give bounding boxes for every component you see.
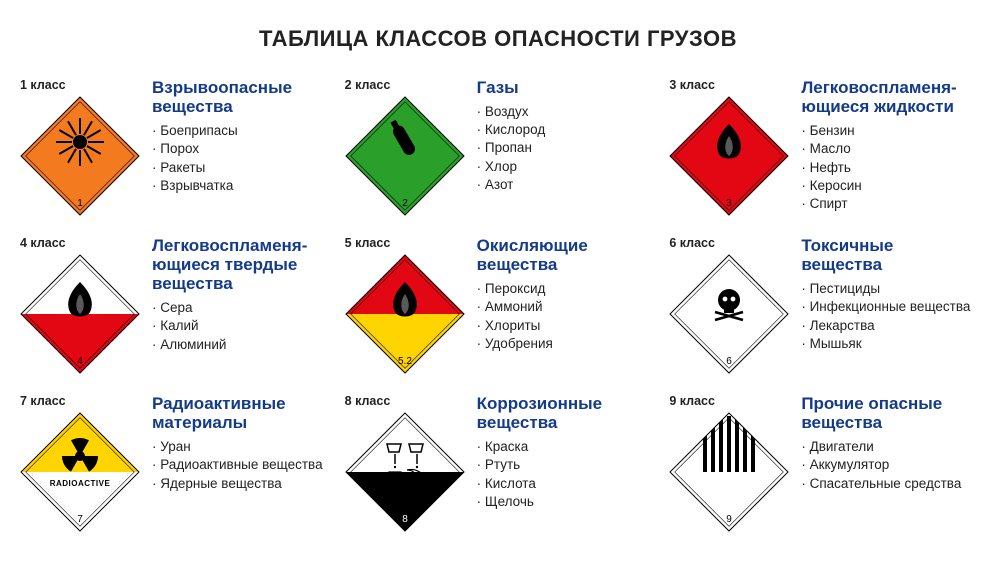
category-items: ПестицидыИнфекционные веществаЛекарстваМ… [801,280,976,353]
category-items: БензинМаслоНефтьКеросинСпирт [801,122,976,213]
hazard-placard-c2-icon: 2 [345,96,465,216]
hazard-item: Хлор [477,158,652,176]
hazard-item: Радиоактивные вещества [152,456,327,474]
hazard-item: Лекарства [801,317,976,335]
category-title: Газы [477,78,652,97]
hazard-item: Воздух [477,103,652,121]
class-label: 8 класс [345,394,465,408]
hazard-item: Спасательные средства [801,475,976,493]
hazard-item: Аккумулятор [801,456,976,474]
svg-text:2: 2 [402,198,408,209]
svg-text:3: 3 [727,198,733,209]
page-title: ТАБЛИЦА КЛАССОВ ОПАСНОСТИ ГРУЗОВ [20,26,976,52]
hazard-item: Хлориты [477,317,652,335]
hazard-item: Двигатели [801,438,976,456]
hazard-item: Порох [152,140,327,158]
hazard-card-c2: 2 класс 2 Газы ВоздухКислородПропанХлорА… [345,78,652,216]
hazard-placard-c3-icon: 3 [669,96,789,216]
hazard-item: Боеприпасы [152,122,327,140]
category-items: ПероксидАммонийХлоритыУдобрения [477,280,652,353]
category-title: Прочие опасные вещества [801,394,976,432]
hazard-item: Азот [477,176,652,194]
hazard-card-c6: 6 класс 6 Токсичные вещества ПестицидыИн… [669,236,976,374]
hazard-placard-c5-icon: 5.2 [345,254,465,374]
hazard-item: Нефть [801,159,976,177]
class-label: 4 класс [20,236,140,250]
class-label: 2 класс [345,78,465,92]
hazard-item: Сера [152,299,327,317]
category-items: БоеприпасыПорохРакетыВзрывчатка [152,122,327,195]
hazard-item: Аммоний [477,298,652,316]
hazard-item: Ртуть [477,456,652,474]
class-label: 6 класс [669,236,789,250]
hazard-item: Пропан [477,139,652,157]
hazard-card-c3: 3 класс 3 Легковоспламеня-ющиеся жидкост… [669,78,976,216]
hazard-item: Взрывчатка [152,177,327,195]
svg-text:5.2: 5.2 [398,356,412,367]
category-title: Легковоспламеня-ющиеся жидкости [801,78,976,116]
class-label: 3 класс [669,78,789,92]
category-items: КраскаРтутьКислотаЩелочь [477,438,652,511]
svg-text:1: 1 [77,198,83,209]
hazard-placard-c7-icon: RADIOACTIVE 7 [20,412,140,532]
hazard-placard-c8-icon: 8 [345,412,465,532]
hazard-card-c5: 5 класс 5.2 Окисляющие вещества Пероксид… [345,236,652,374]
hazard-card-c1: 1 класс 1 Взрывоопасные вещества Боеприп… [20,78,327,216]
svg-text:7: 7 [77,514,83,525]
hazard-grid: 1 класс 1 Взрывоопасные вещества Боеприп… [20,78,976,532]
hazard-card-c7: 7 класс RADIOACTIVE 7 Радиоактивные матер… [20,394,327,532]
category-items: ДвигателиАккумуляторСпасательные средств… [801,438,976,493]
category-title: Токсичные вещества [801,236,976,274]
hazard-item: Калий [152,317,327,335]
class-label: 9 класс [669,394,789,408]
category-title: Взрывоопасные вещества [152,78,327,116]
hazard-item: Кислота [477,475,652,493]
hazard-item: Щелочь [477,493,652,511]
hazard-item: Инфекционные вещества [801,298,976,316]
svg-text:6: 6 [727,356,733,367]
class-label: 5 класс [345,236,465,250]
hazard-item: Пероксид [477,280,652,298]
category-title: Радиоактивные материалы [152,394,327,432]
svg-text:RADIOACTIVE: RADIOACTIVE [50,479,111,488]
category-title: Коррозионные вещества [477,394,652,432]
hazard-placard-c6-icon: 6 [669,254,789,374]
hazard-item: Бензин [801,122,976,140]
class-label: 1 класс [20,78,140,92]
hazard-placard-c9-icon: 9 [669,412,789,532]
hazard-item: Ядерные вещества [152,475,327,493]
class-label: 7 класс [20,394,140,408]
hazard-item: Удобрения [477,335,652,353]
category-title: Окисляющие вещества [477,236,652,274]
hazard-item: Спирт [801,195,976,213]
hazard-item: Краска [477,438,652,456]
hazard-card-c9: 9 класс 9 Прочие опасные вещества Двигат… [669,394,976,532]
svg-text:9: 9 [727,514,733,525]
hazard-item: Мышьяк [801,335,976,353]
hazard-placard-c4-icon: 4 [20,254,140,374]
hazard-card-c8: 8 класс 8 Коррозионные вещества КраскаРт… [345,394,652,532]
hazard-card-c4: 4 класс 4 Легковоспламеня-ющиеся твердые… [20,236,327,374]
hazard-item: Уран [152,438,327,456]
category-items: УранРадиоактивные веществаЯдерные вещест… [152,438,327,493]
hazard-item: Алюминий [152,336,327,354]
hazard-placard-c1-icon: 1 [20,96,140,216]
hazard-item: Масло [801,140,976,158]
hazard-item: Пестициды [801,280,976,298]
hazard-item: Ракеты [152,159,327,177]
category-items: ВоздухКислородПропанХлорАзот [477,103,652,194]
hazard-item: Керосин [801,177,976,195]
svg-text:8: 8 [402,514,408,525]
category-title: Легковоспламеня-ющиеся твердые вещества [152,236,327,293]
category-items: СераКалийАлюминий [152,299,327,354]
hazard-item: Кислород [477,121,652,139]
svg-text:4: 4 [77,356,83,367]
